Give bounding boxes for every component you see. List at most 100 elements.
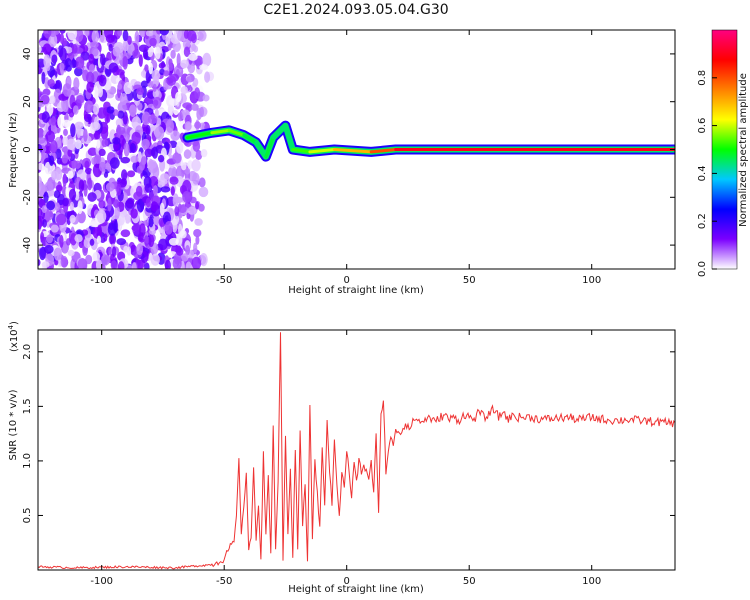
spectrogram-cell (141, 138, 150, 149)
spectrogram-cell (130, 155, 139, 163)
y-tick-label: 0 (22, 146, 33, 152)
spectrogram-cell (38, 87, 41, 97)
spectrogram-cell (92, 226, 103, 239)
spectrogram-cell (150, 201, 159, 212)
spectrogram-cell (113, 219, 118, 233)
spectrogram-cell (132, 49, 141, 59)
spectrogram-cell (178, 111, 183, 122)
spectrogram-cell (38, 45, 42, 53)
x-tick-label: 0 (344, 576, 350, 587)
spectrogram-cell (96, 235, 102, 244)
spectrogram-cell (45, 130, 56, 143)
spectrogram-cell (67, 30, 78, 41)
spectrogram-cell (126, 246, 132, 256)
spectrogram-cell (147, 48, 154, 58)
spectrogram-cell (89, 221, 98, 228)
spectrogram-cell (67, 170, 74, 179)
spectrogram-cell (38, 150, 42, 163)
spectrogram-cell (191, 159, 201, 172)
spectrogram-cell (97, 86, 104, 98)
colorbar-ticks: 0.0 0.2 0.4 0.6 0.8 (697, 70, 717, 277)
spectrogram-cell (194, 121, 202, 129)
spectrogram-cell (84, 30, 90, 37)
spectrogram-ridge-segment (264, 136, 275, 159)
spectrogram-cell (64, 57, 72, 68)
colorbar-tick-label: 0.8 (697, 70, 708, 86)
snr-x-ticks: -100 -50 0 50 100 (90, 330, 601, 587)
spectrogram-cell (148, 160, 157, 169)
x-tick-label: 100 (582, 576, 601, 587)
spectrogram-cell (144, 262, 150, 269)
spectrogram-cell (57, 115, 65, 129)
spectrogram-cell (130, 142, 137, 153)
spectrogram-cell (69, 201, 75, 211)
spectrogram-cell (105, 34, 116, 43)
spectrogram-cell (41, 111, 50, 123)
spectrogram-cell (59, 47, 67, 62)
spectrogram-cell (144, 235, 149, 247)
spectrogram-cell (117, 30, 123, 37)
spectrogram-cell (157, 154, 165, 163)
spectrogram-cell (122, 40, 129, 52)
spectrogram-cell (154, 108, 159, 119)
spectrogram-cell (148, 234, 155, 248)
spectrogram-cell (92, 251, 101, 262)
spectrogram-cell (168, 63, 173, 72)
spectrogram-cell (106, 106, 115, 114)
spectrogram-cell (164, 221, 173, 235)
spectrogram-cell (43, 54, 51, 69)
spectrogram-cell (78, 179, 85, 193)
spectrogram-cell (53, 247, 62, 261)
spectrogram-cell (182, 102, 193, 109)
spectrogram-cell (117, 261, 125, 269)
spectrogram-cell (74, 121, 84, 130)
spectrogram-ridge-segment (308, 148, 336, 154)
spectrogram-cell (112, 137, 121, 145)
spectrogram-cell (191, 103, 199, 111)
spectrogram-cell (62, 173, 67, 187)
spectrogram-cell (74, 67, 83, 77)
spectrogram-cell (144, 148, 153, 158)
spectrogram-ridge-segment (291, 148, 312, 154)
spectrogram-cell (48, 155, 55, 167)
spectrogram-panel: -100 -50 0 50 100 -40 -20 0 20 40 Height of stra… (8, 29, 676, 296)
spectrogram-cell (133, 191, 143, 201)
spectrogram-cell (116, 126, 126, 135)
spectrogram-cell (100, 126, 109, 140)
spectrogram-cell (150, 147, 156, 157)
spectrogram-cell (67, 249, 75, 257)
spectrogram-cell (74, 234, 83, 243)
spectrogram-cell (138, 232, 144, 242)
snr-frame (37, 329, 676, 571)
spectrogram-cell (145, 124, 151, 136)
spectrogram-cell (106, 113, 111, 123)
spectrogram-ridge-segment (227, 128, 246, 137)
spectrogram-cell (148, 216, 154, 228)
spectrogram-cell (109, 157, 120, 169)
snr-y-multiplier: (x104) (7, 321, 20, 352)
spectrogram-cell (88, 64, 95, 73)
spectrogram-cell (198, 177, 206, 188)
colorbar: 0.0 0.2 0.4 0.6 0.8 Normalized spectral ampl… (697, 29, 749, 277)
spectrogram-cell (185, 261, 192, 269)
spectrogram-cell (185, 245, 191, 256)
spectrogram-cell (59, 62, 65, 71)
spectrogram-x-label: Height of straight line (km) (288, 285, 424, 296)
spectrogram-cell (109, 233, 117, 245)
spectrogram-cell (131, 131, 141, 145)
spectrogram-cell (54, 259, 59, 266)
spectrogram-cell (84, 167, 93, 175)
spectrogram-cell (115, 118, 123, 128)
spectrogram-cell (119, 93, 128, 106)
spectrogram-cell (98, 200, 106, 209)
spectrogram-cell (92, 103, 100, 115)
spectrogram-cell (116, 238, 127, 246)
spectrogram-cell (44, 181, 54, 192)
spectrogram-x-ticks: -100 -50 0 50 100 (90, 30, 601, 286)
spectrogram-cell (59, 32, 64, 45)
spectrogram-cell (155, 46, 161, 60)
spectrogram-ridge-segment (283, 124, 295, 151)
spectrogram-cell (180, 59, 189, 69)
spectrogram-cell (68, 188, 77, 201)
spectrogram-cell (122, 30, 129, 42)
